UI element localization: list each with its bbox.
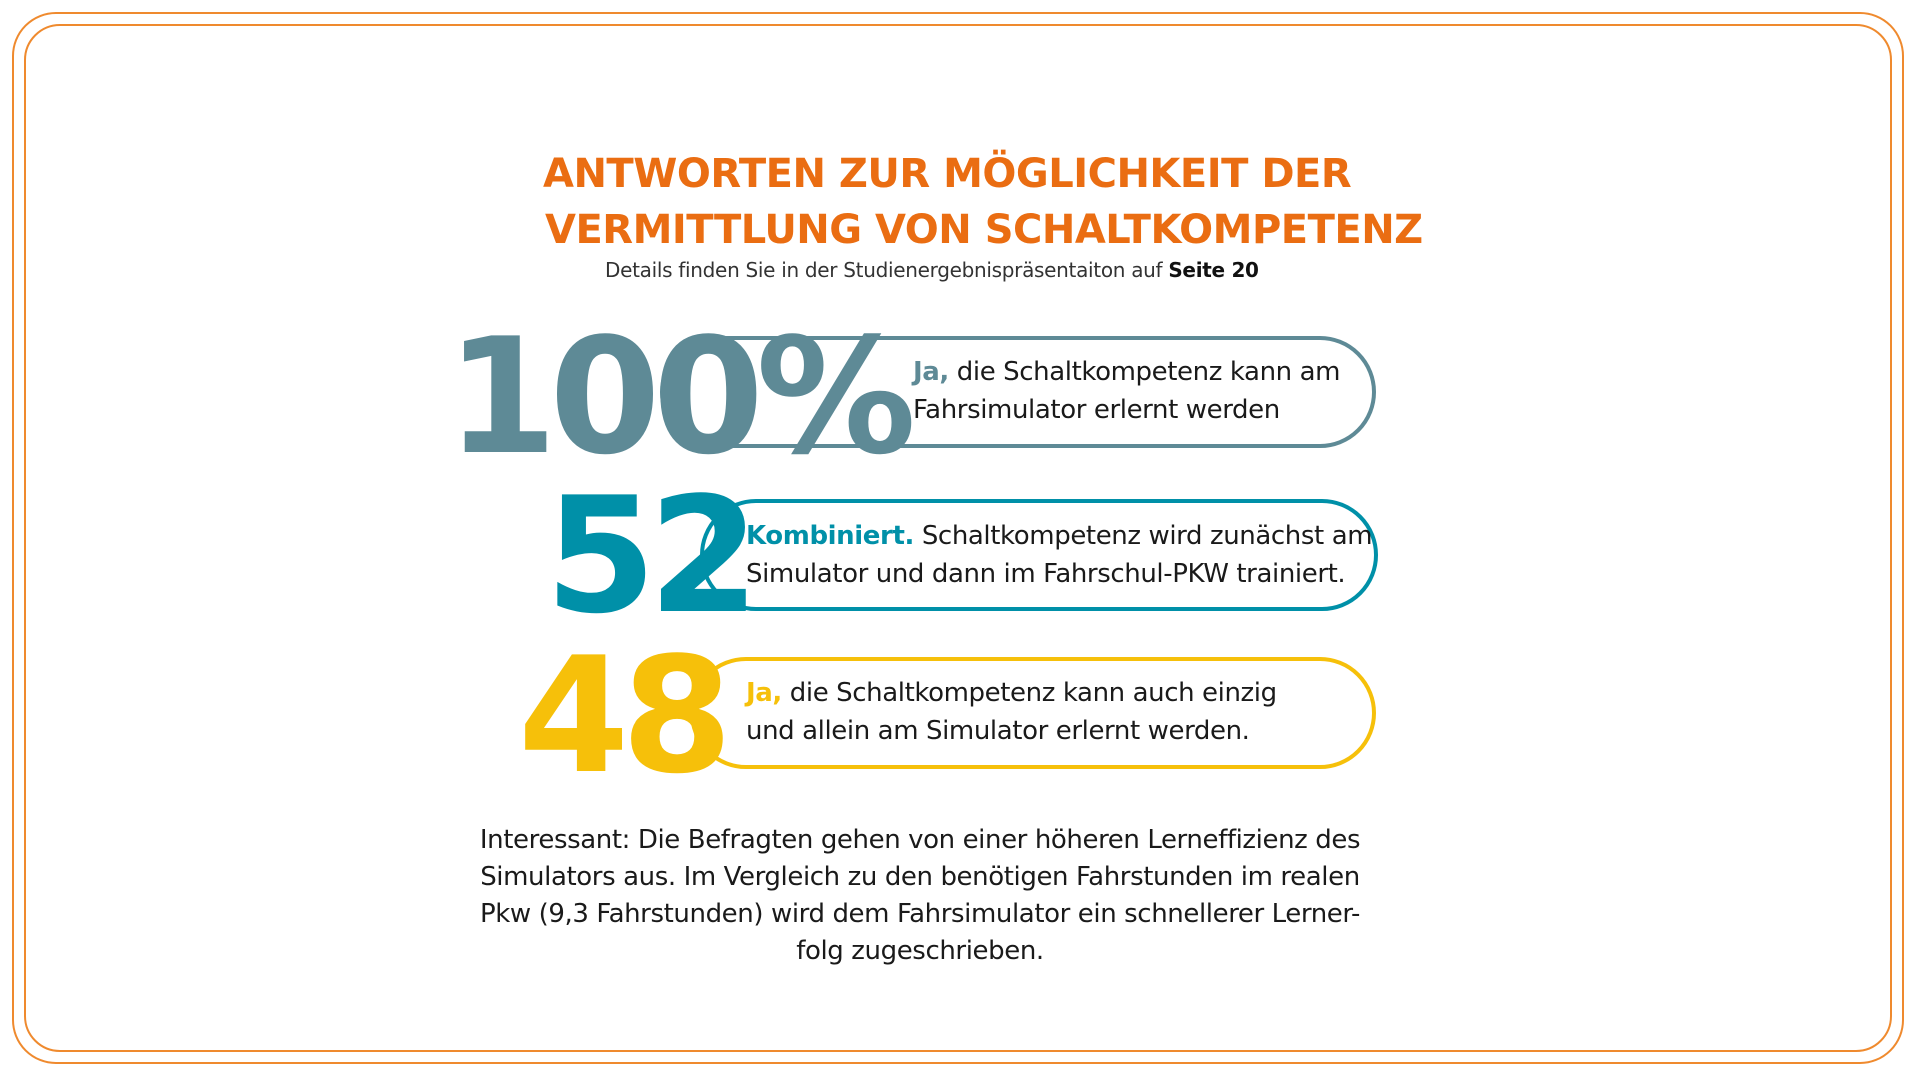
subtitle-page-ref: Seite 20 — [1168, 258, 1259, 282]
stat-text-3: Ja, die Schaltkompetenz kann auch einzig… — [746, 674, 1277, 750]
note-line-1: Interessant: Die Befragten gehen von ein… — [479, 825, 1361, 855]
stat-text-3-line-1: Ja, die Schaltkompetenz kann auch einzig — [746, 674, 1277, 712]
stat-value-3: 48 — [518, 622, 733, 809]
note-line-2: Simulators aus. Im Vergleich zu den benö… — [480, 862, 1360, 892]
stat-pill-1 — [660, 336, 1376, 448]
stat-value-2: 52 — [545, 462, 760, 649]
note-line-3: Pkw (9,3 Fahrstunden) wird dem Fahrsimul… — [479, 899, 1361, 929]
stat-line1-1: die Schaltkompetenz kann am — [948, 357, 1341, 387]
inner-frame — [24, 24, 1892, 1052]
stat-value-1: 100% — [446, 303, 916, 490]
stat-line1-2: Schaltkompetenz wird zunächst am — [913, 521, 1373, 551]
stat-pill-3 — [690, 657, 1376, 769]
subtitle-text: Details finden Sie in der Studienergebni… — [605, 258, 1169, 282]
subtitle: Details finden Sie in der Studienergebni… — [605, 258, 1305, 282]
stat-line2-1: Fahrsimulator erlernt werden — [913, 395, 1280, 425]
page-title: ANTWORTEN ZUR MÖGLICHKEIT DER VERMITTLUN… — [543, 146, 1443, 258]
stat-text-1-line-1: Ja, die Schaltkompetenz kann am — [913, 353, 1340, 391]
stat-line2-3: und allein am Simulator erlernt werden. — [746, 716, 1250, 746]
stat-text-2: Kombiniert. Schaltkompetenz wird zunächs… — [746, 517, 1373, 593]
title-line-1: ANTWORTEN ZUR MÖGLICHKEIT DER — [543, 151, 1352, 197]
stat-text-1: Ja, die Schaltkompetenz kann am Fahrsimu… — [913, 353, 1340, 429]
stat-lead-1: Ja, — [913, 357, 949, 387]
stat-line1-3: die Schaltkompetenz kann auch einzig — [781, 678, 1277, 708]
stat-pill-2 — [700, 499, 1378, 611]
title-line-2: VERMITTLUNG VON SCHALTKOMPETENZ — [545, 207, 1423, 253]
outer-frame — [12, 12, 1904, 1064]
note-paragraph: Interessant: Die Befragten gehen von ein… — [470, 822, 1370, 970]
stat-lead-3: Ja, — [746, 678, 782, 708]
stat-lead-2: Kombiniert. — [746, 521, 914, 551]
stat-text-2-line-1: Kombiniert. Schaltkompetenz wird zunächs… — [746, 517, 1373, 555]
stat-line2-2: Simulator und dann im Fahrschul-PKW trai… — [746, 559, 1346, 589]
note-line-4: folg zugeschrieben. — [796, 936, 1044, 966]
